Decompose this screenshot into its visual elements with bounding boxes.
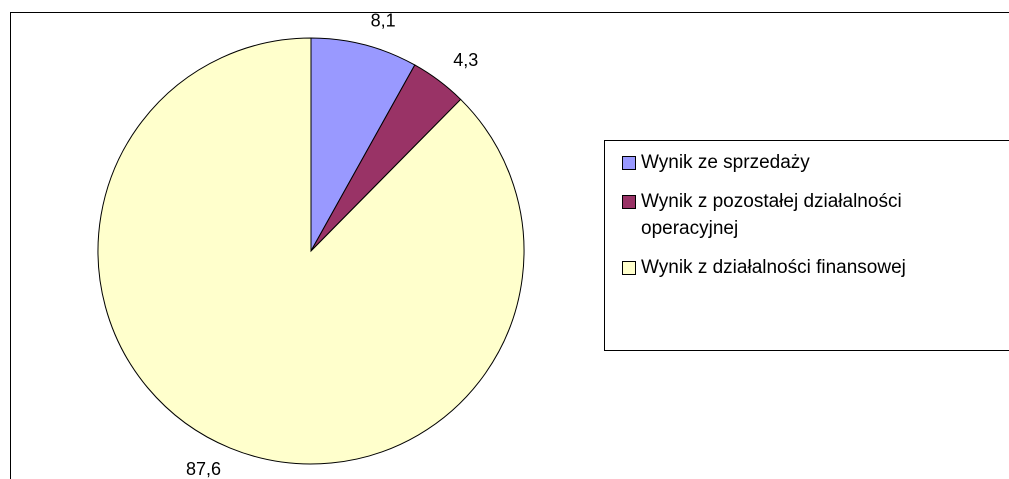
legend-item: Wynik ze sprzedaży [605, 149, 1001, 176]
legend-label: Wynik z pozostałej działalności operacyj… [641, 191, 902, 239]
pie-slice [97, 37, 525, 465]
legend-label: Wynik z działalności finansowej [641, 257, 906, 278]
legend-swatch [622, 261, 636, 275]
legend-swatch [622, 195, 636, 209]
data-label: 87,6 [186, 459, 221, 479]
legend: Wynik ze sprzedaży Wynik z pozostałej dzi… [604, 140, 1009, 351]
legend-item: Wynik z pozostałej działalności operacyj… [605, 188, 1001, 242]
chart-frame [10, 12, 1009, 479]
legend-swatch [622, 156, 636, 170]
legend-item: Wynik z działalności finansowej [605, 254, 1001, 281]
data-label: 4,3 [453, 50, 478, 70]
legend-label: Wynik ze sprzedaży [641, 152, 810, 173]
data-label: 8,1 [371, 10, 396, 30]
pie-slice [310, 37, 416, 253]
